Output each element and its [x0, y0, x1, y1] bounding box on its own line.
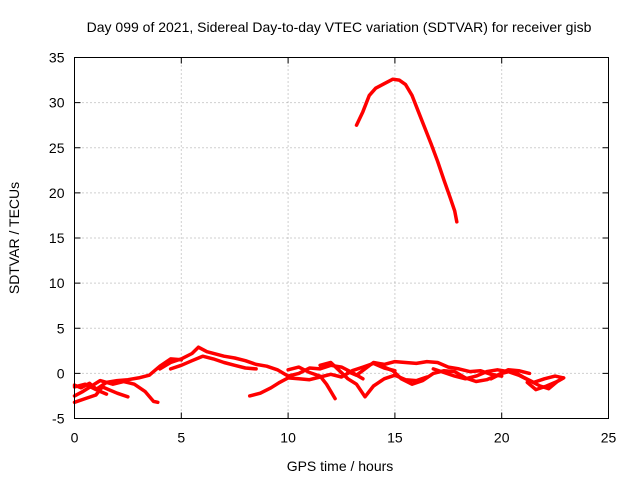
series-arc-late-2 [489, 368, 566, 392]
series-arc-morning-2 [168, 354, 258, 371]
x-axis-label: GPS time / hours [287, 458, 394, 474]
x-tick-label: 10 [280, 430, 296, 446]
y-tick-label: 0 [57, 365, 65, 381]
x-tick-label: 15 [387, 430, 403, 446]
series-arc-morning [158, 345, 365, 381]
y-tick-label: 35 [49, 50, 65, 66]
y-tick-label: 30 [49, 95, 65, 111]
y-tick-label: 10 [49, 275, 65, 291]
y-tick-label: -5 [52, 411, 65, 427]
series-arc-peak [354, 77, 459, 224]
y-tick-label: 15 [49, 230, 65, 246]
y-tick-label: 25 [49, 140, 65, 156]
grid [74, 57, 609, 419]
chart-title: Day 099 of 2021, Sidereal Day-to-day VTE… [87, 19, 592, 35]
x-tick-label: 5 [177, 430, 185, 446]
series-arc-early-4 [72, 381, 109, 396]
series-arc-early-3 [72, 378, 160, 405]
series-arc-mid-4 [346, 359, 504, 378]
y-tick-label: 5 [57, 320, 65, 336]
series-arc-mid-2 [286, 365, 337, 401]
series-arc-early-2 [72, 385, 130, 405]
y-tick-label: 20 [49, 185, 65, 201]
series-arc-mid-3 [318, 360, 429, 399]
x-tick-label: 20 [494, 430, 510, 446]
series-arc-late-1 [431, 367, 566, 391]
y-axis-label: SDTVAR / TECUs [6, 182, 22, 294]
x-tick-label: 25 [601, 430, 617, 446]
plot-series [72, 77, 566, 405]
axis-ticks: 0 5 10 15 20 25 -5 0 5 10 15 20 25 30 35 [49, 50, 617, 446]
x-tick-label: 0 [71, 430, 79, 446]
